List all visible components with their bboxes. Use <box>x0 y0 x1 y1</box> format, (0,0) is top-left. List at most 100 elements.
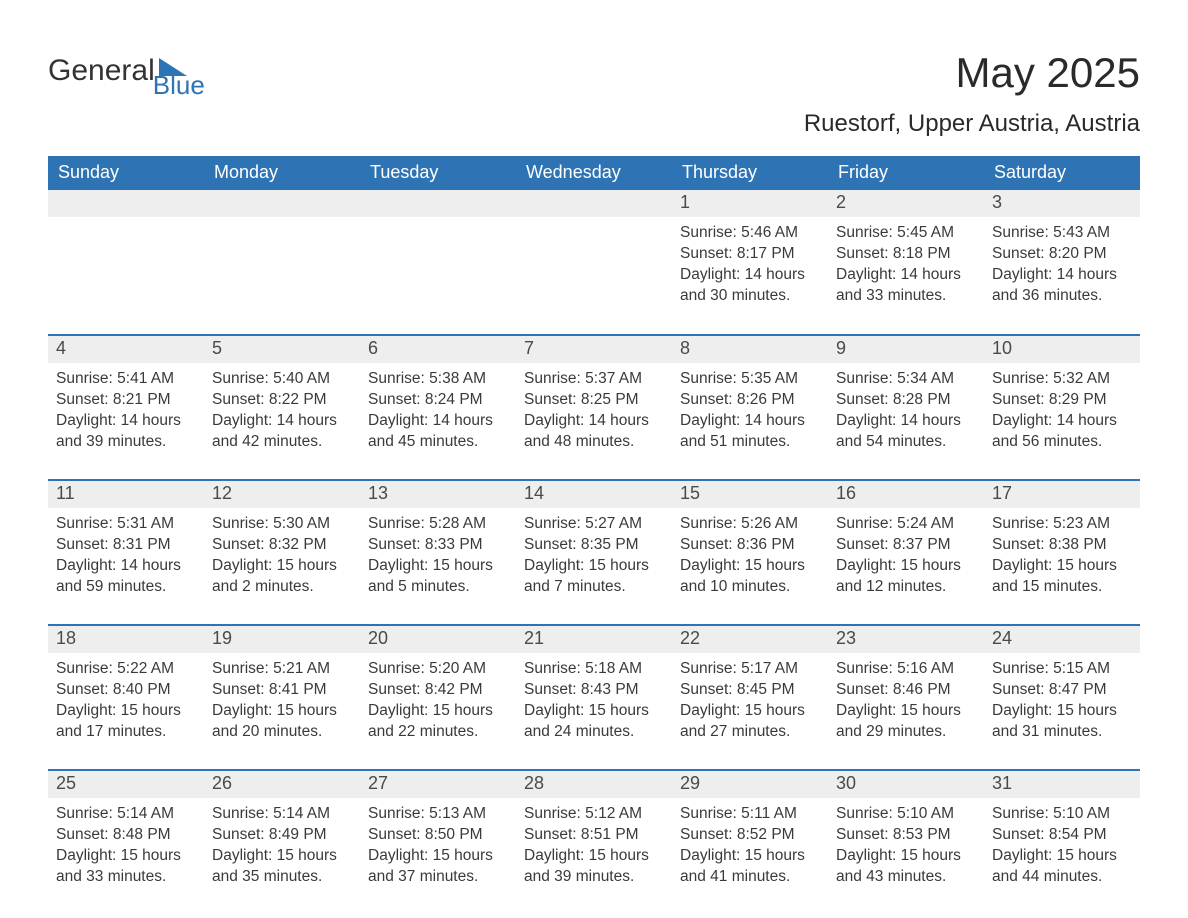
weekday-row: Sunday Monday Tuesday Wednesday Thursday… <box>48 156 1140 190</box>
sunset-text: Sunset: 8:26 PM <box>680 390 820 411</box>
day-content: Sunrise: 5:46 AMSunset: 8:17 PMDaylight:… <box>672 217 828 311</box>
logo: General Blue <box>48 50 205 98</box>
day-number-bar: 13 <box>360 481 516 508</box>
daylight-line2: and 2 minutes. <box>212 577 352 598</box>
daylight-line1: Daylight: 14 hours <box>680 411 820 432</box>
calendar-table: Sunday Monday Tuesday Wednesday Thursday… <box>48 156 1140 915</box>
sunrise-text: Sunrise: 5:34 AM <box>836 369 976 390</box>
daylight-line1: Daylight: 14 hours <box>992 265 1132 286</box>
daylight-line1: Daylight: 15 hours <box>56 846 196 867</box>
daylight-line1: Daylight: 14 hours <box>56 411 196 432</box>
sunset-text: Sunset: 8:21 PM <box>56 390 196 411</box>
sunset-text: Sunset: 8:31 PM <box>56 535 196 556</box>
sunset-text: Sunset: 8:25 PM <box>524 390 664 411</box>
weekday-header: Thursday <box>672 156 828 190</box>
calendar-day-cell: 12Sunrise: 5:30 AMSunset: 8:32 PMDayligh… <box>204 480 360 625</box>
day-number-bar: 20 <box>360 626 516 653</box>
calendar-day-cell: 24Sunrise: 5:15 AMSunset: 8:47 PMDayligh… <box>984 625 1140 770</box>
sunset-text: Sunset: 8:42 PM <box>368 680 508 701</box>
daylight-line2: and 37 minutes. <box>368 867 508 888</box>
day-number-bar: 18 <box>48 626 204 653</box>
daylight-line2: and 5 minutes. <box>368 577 508 598</box>
day-number-bar <box>204 190 360 217</box>
day-number-bar: 11 <box>48 481 204 508</box>
calendar-day-cell: 21Sunrise: 5:18 AMSunset: 8:43 PMDayligh… <box>516 625 672 770</box>
calendar-day-cell: 30Sunrise: 5:10 AMSunset: 8:53 PMDayligh… <box>828 770 984 915</box>
logo-word-general: General <box>48 56 155 86</box>
daylight-line1: Daylight: 15 hours <box>680 701 820 722</box>
sunrise-text: Sunrise: 5:38 AM <box>368 369 508 390</box>
sunrise-text: Sunrise: 5:17 AM <box>680 659 820 680</box>
sunrise-text: Sunrise: 5:13 AM <box>368 804 508 825</box>
calendar-day-cell: 3Sunrise: 5:43 AMSunset: 8:20 PMDaylight… <box>984 190 1140 335</box>
day-number-bar: 6 <box>360 336 516 363</box>
daylight-line1: Daylight: 14 hours <box>680 265 820 286</box>
day-content: Sunrise: 5:10 AMSunset: 8:53 PMDaylight:… <box>828 798 984 892</box>
daylight-line1: Daylight: 14 hours <box>212 411 352 432</box>
daylight-line1: Daylight: 15 hours <box>368 701 508 722</box>
daylight-line2: and 41 minutes. <box>680 867 820 888</box>
day-content: Sunrise: 5:14 AMSunset: 8:48 PMDaylight:… <box>48 798 204 892</box>
sunset-text: Sunset: 8:36 PM <box>680 535 820 556</box>
calendar-day-cell: 15Sunrise: 5:26 AMSunset: 8:36 PMDayligh… <box>672 480 828 625</box>
day-number-bar: 26 <box>204 771 360 798</box>
day-number-bar: 16 <box>828 481 984 508</box>
sunrise-text: Sunrise: 5:10 AM <box>836 804 976 825</box>
daylight-line1: Daylight: 15 hours <box>212 556 352 577</box>
calendar-day-cell: 11Sunrise: 5:31 AMSunset: 8:31 PMDayligh… <box>48 480 204 625</box>
calendar-day-cell: 31Sunrise: 5:10 AMSunset: 8:54 PMDayligh… <box>984 770 1140 915</box>
calendar-day-cell: 25Sunrise: 5:14 AMSunset: 8:48 PMDayligh… <box>48 770 204 915</box>
daylight-line1: Daylight: 15 hours <box>836 556 976 577</box>
sunset-text: Sunset: 8:46 PM <box>836 680 976 701</box>
day-number-bar: 1 <box>672 190 828 217</box>
calendar-day-cell: 17Sunrise: 5:23 AMSunset: 8:38 PMDayligh… <box>984 480 1140 625</box>
logo-right-group: Blue <box>159 56 205 98</box>
day-content: Sunrise: 5:17 AMSunset: 8:45 PMDaylight:… <box>672 653 828 747</box>
calendar-day-cell: 13Sunrise: 5:28 AMSunset: 8:33 PMDayligh… <box>360 480 516 625</box>
day-content: Sunrise: 5:37 AMSunset: 8:25 PMDaylight:… <box>516 363 672 457</box>
sunset-text: Sunset: 8:32 PM <box>212 535 352 556</box>
day-number-bar: 27 <box>360 771 516 798</box>
sunset-text: Sunset: 8:53 PM <box>836 825 976 846</box>
daylight-line2: and 39 minutes. <box>524 867 664 888</box>
weekday-header: Sunday <box>48 156 204 190</box>
day-content: Sunrise: 5:18 AMSunset: 8:43 PMDaylight:… <box>516 653 672 747</box>
header-row: General Blue May 2025 Ruestorf, Upper Au… <box>48 50 1140 138</box>
daylight-line1: Daylight: 15 hours <box>212 846 352 867</box>
day-content: Sunrise: 5:14 AMSunset: 8:49 PMDaylight:… <box>204 798 360 892</box>
sunrise-text: Sunrise: 5:14 AM <box>56 804 196 825</box>
calendar-day-cell: 6Sunrise: 5:38 AMSunset: 8:24 PMDaylight… <box>360 335 516 480</box>
daylight-line2: and 33 minutes. <box>836 286 976 307</box>
calendar-page: General Blue May 2025 Ruestorf, Upper Au… <box>0 0 1188 918</box>
sunset-text: Sunset: 8:38 PM <box>992 535 1132 556</box>
day-number-bar: 22 <box>672 626 828 653</box>
sunrise-text: Sunrise: 5:45 AM <box>836 223 976 244</box>
day-number-bar <box>516 190 672 217</box>
daylight-line1: Daylight: 15 hours <box>836 846 976 867</box>
weekday-header: Wednesday <box>516 156 672 190</box>
calendar-day-cell: 27Sunrise: 5:13 AMSunset: 8:50 PMDayligh… <box>360 770 516 915</box>
day-content: Sunrise: 5:45 AMSunset: 8:18 PMDaylight:… <box>828 217 984 311</box>
daylight-line2: and 48 minutes. <box>524 432 664 453</box>
daylight-line1: Daylight: 15 hours <box>836 701 976 722</box>
day-content: Sunrise: 5:20 AMSunset: 8:42 PMDaylight:… <box>360 653 516 747</box>
daylight-line1: Daylight: 14 hours <box>56 556 196 577</box>
daylight-line2: and 36 minutes. <box>992 286 1132 307</box>
daylight-line2: and 44 minutes. <box>992 867 1132 888</box>
calendar-day-cell: 5Sunrise: 5:40 AMSunset: 8:22 PMDaylight… <box>204 335 360 480</box>
daylight-line2: and 29 minutes. <box>836 722 976 743</box>
sunrise-text: Sunrise: 5:16 AM <box>836 659 976 680</box>
day-content: Sunrise: 5:32 AMSunset: 8:29 PMDaylight:… <box>984 363 1140 457</box>
daylight-line2: and 20 minutes. <box>212 722 352 743</box>
calendar-day-cell: 18Sunrise: 5:22 AMSunset: 8:40 PMDayligh… <box>48 625 204 770</box>
calendar-week-row: 18Sunrise: 5:22 AMSunset: 8:40 PMDayligh… <box>48 625 1140 770</box>
daylight-line2: and 15 minutes. <box>992 577 1132 598</box>
sunrise-text: Sunrise: 5:46 AM <box>680 223 820 244</box>
daylight-line1: Daylight: 14 hours <box>992 411 1132 432</box>
day-content: Sunrise: 5:41 AMSunset: 8:21 PMDaylight:… <box>48 363 204 457</box>
daylight-line1: Daylight: 14 hours <box>524 411 664 432</box>
weekday-header: Saturday <box>984 156 1140 190</box>
calendar-head: Sunday Monday Tuesday Wednesday Thursday… <box>48 156 1140 190</box>
day-number-bar: 4 <box>48 336 204 363</box>
sunrise-text: Sunrise: 5:23 AM <box>992 514 1132 535</box>
